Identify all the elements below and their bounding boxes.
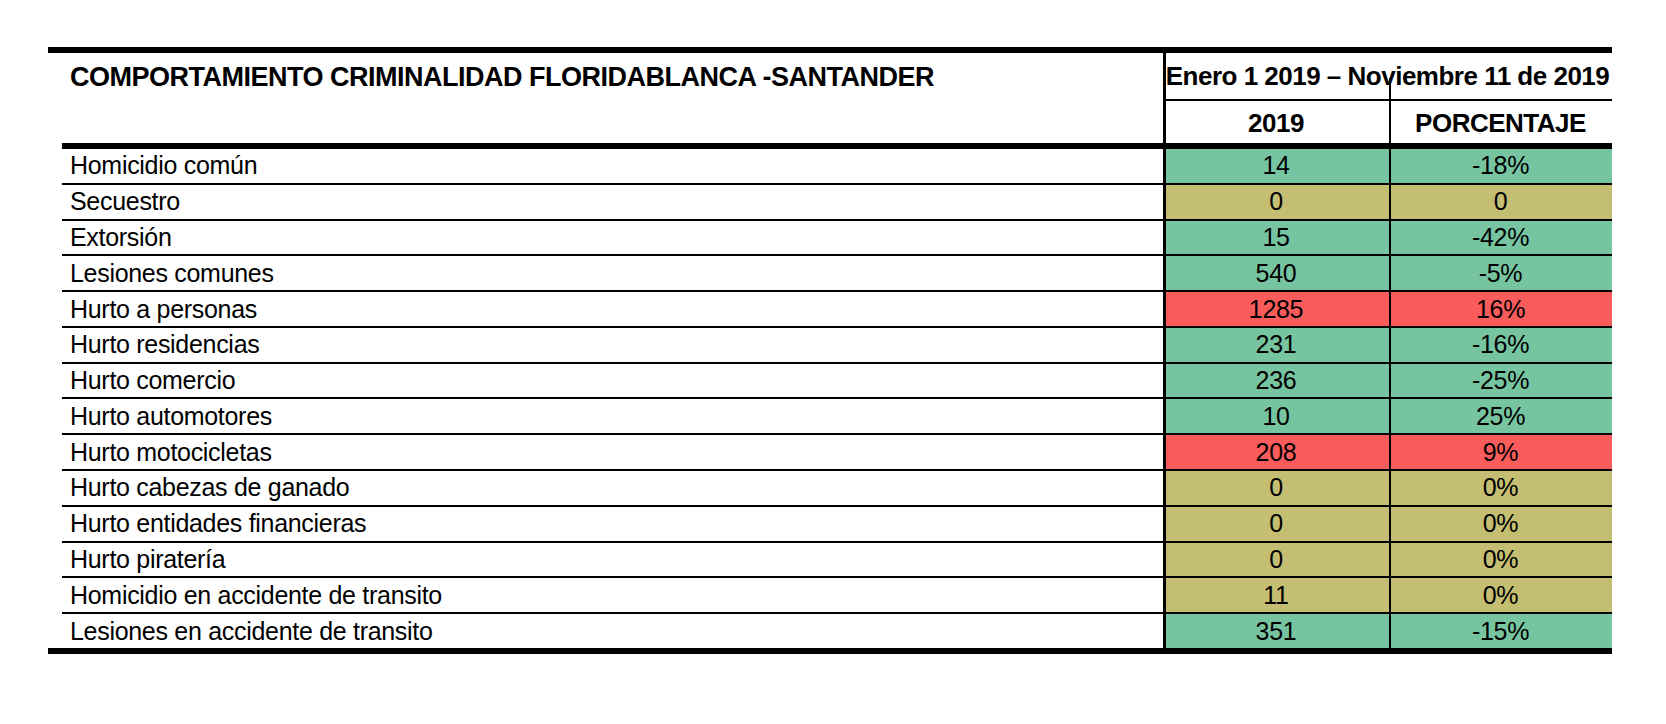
table-row: Hurto motocicletas2089% — [62, 435, 1612, 471]
crime-type-label: Hurto automotores — [62, 399, 1163, 433]
value-2019-cell: 15 — [1163, 221, 1389, 255]
value-2019-cell: 10 — [1163, 399, 1389, 433]
table-row: Hurto a personas128516% — [62, 292, 1612, 328]
table-row: Hurto piratería00% — [62, 543, 1612, 579]
percentage-cell: 0 — [1389, 185, 1612, 219]
percentage-cell: -5% — [1389, 256, 1612, 290]
percentage-cell: -42% — [1389, 221, 1612, 255]
table-row: Hurto automotores1025% — [62, 399, 1612, 435]
percentage-cell: 0% — [1389, 471, 1612, 505]
percentage-cell: -15% — [1389, 614, 1612, 648]
value-2019-cell: 14 — [1163, 149, 1389, 183]
percentage-cell: 0% — [1389, 578, 1612, 612]
crime-type-label: Extorsión — [62, 221, 1163, 255]
percentage-cell: -25% — [1389, 364, 1612, 398]
value-2019-cell: 0 — [1163, 471, 1389, 505]
value-2019-cell: 0 — [1163, 185, 1389, 219]
crime-statistics-table: COMPORTAMIENTO CRIMINALIDAD FLORIDABLANC… — [0, 0, 1666, 724]
table-title: COMPORTAMIENTO CRIMINALIDAD FLORIDABLANC… — [48, 53, 1163, 101]
table-row: Lesiones en accidente de transito351-15% — [62, 614, 1612, 648]
column-header-porcentaje: PORCENTAJE — [1389, 103, 1612, 143]
crime-type-label: Hurto comercio — [62, 364, 1163, 398]
table-bottom-border — [48, 648, 1612, 654]
period-header: Enero 1 2019 – Noviembre 11 de 2019 — [1163, 53, 1612, 101]
crime-type-label: Homicidio en accidente de transito — [62, 578, 1163, 612]
table-row: Hurto residencias231-16% — [62, 328, 1612, 364]
column-header-2019: 2019 — [1163, 103, 1389, 143]
value-2019-cell: 540 — [1163, 256, 1389, 290]
value-2019-cell: 231 — [1163, 328, 1389, 362]
crime-type-label: Hurto motocicletas — [62, 435, 1163, 469]
percentage-cell: -18% — [1389, 149, 1612, 183]
crime-type-label: Hurto entidades financieras — [62, 507, 1163, 541]
percentage-cell: 9% — [1389, 435, 1612, 469]
crime-type-label: Hurto a personas — [62, 292, 1163, 326]
table-row: Hurto cabezas de ganado00% — [62, 471, 1612, 507]
table-header: COMPORTAMIENTO CRIMINALIDAD FLORIDABLANC… — [48, 53, 1612, 143]
percentage-cell: 0% — [1389, 543, 1612, 577]
percentage-cell: 25% — [1389, 399, 1612, 433]
table-row: Homicidio en accidente de transito110% — [62, 578, 1612, 614]
value-2019-cell: 11 — [1163, 578, 1389, 612]
crime-type-label: Homicidio común — [62, 149, 1163, 183]
table-row: Hurto entidades financieras00% — [62, 507, 1612, 543]
table-row: Homicidio común14-18% — [62, 149, 1612, 185]
value-2019-cell: 0 — [1163, 543, 1389, 577]
table-row: Lesiones comunes540-5% — [62, 256, 1612, 292]
value-2019-cell: 351 — [1163, 614, 1389, 648]
crime-type-label: Secuestro — [62, 185, 1163, 219]
percentage-cell: 16% — [1389, 292, 1612, 326]
crime-type-label: Hurto piratería — [62, 543, 1163, 577]
value-2019-cell: 1285 — [1163, 292, 1389, 326]
value-2019-cell: 236 — [1163, 364, 1389, 398]
crime-type-label: Hurto cabezas de ganado — [62, 471, 1163, 505]
table-body: Homicidio común14-18%Secuestro00Extorsió… — [62, 149, 1612, 648]
crime-type-label: Hurto residencias — [62, 328, 1163, 362]
table-row: Hurto comercio236-25% — [62, 364, 1612, 400]
crime-type-label: Lesiones en accidente de transito — [62, 614, 1163, 648]
crime-type-label: Lesiones comunes — [62, 256, 1163, 290]
percentage-cell: 0% — [1389, 507, 1612, 541]
label-column-divider-line — [1163, 53, 1166, 648]
table-row: Extorsión15-42% — [62, 221, 1612, 257]
table-row: Secuestro00 — [62, 185, 1612, 221]
value-column-divider-line — [1389, 78, 1391, 648]
percentage-cell: -16% — [1389, 328, 1612, 362]
value-2019-cell: 0 — [1163, 507, 1389, 541]
value-2019-cell: 208 — [1163, 435, 1389, 469]
